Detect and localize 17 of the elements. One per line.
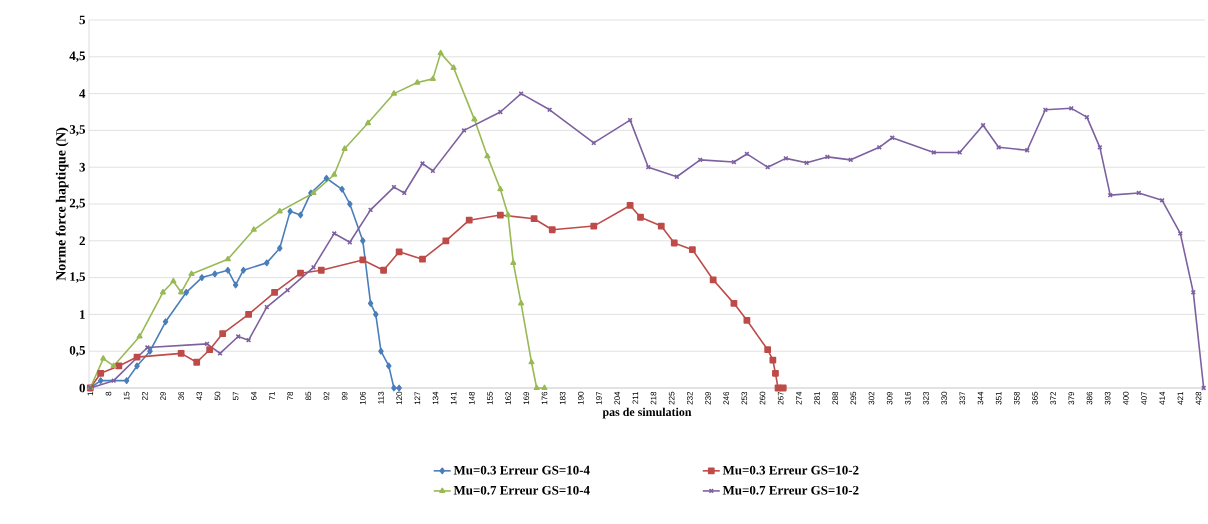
legend-label: Mu=0.7 Erreur GS=10-2 <box>722 485 859 495</box>
x-axis-title: pas de simulation <box>602 407 692 419</box>
y-tick-label: 5 <box>79 15 85 25</box>
y-tick-label: 2,5 <box>69 198 86 210</box>
y-tick-label: 3,5 <box>69 125 86 136</box>
y-tick-label: 3 <box>79 162 86 172</box>
y-tick-label: 1,5 <box>70 272 86 283</box>
y-axis-title: Norme force haptique (N) <box>55 127 69 281</box>
y-tick-label: 2 <box>79 236 85 246</box>
legend-label: Mu=0.3 Erreur GS=10-4 <box>453 465 590 475</box>
legend-label: Mu=0.7 Erreur GS=10-4 <box>453 485 590 495</box>
y-tick-label: 0 <box>79 383 85 393</box>
y-tick-label: 4,5 <box>69 51 86 63</box>
y-tick-label: 0,5 <box>69 345 86 357</box>
y-tick-label: 1 <box>80 310 85 319</box>
y-tick-label: 4 <box>79 89 86 98</box>
legend-label: Mu=0.3 Erreur GS=10-2 <box>722 465 859 475</box>
